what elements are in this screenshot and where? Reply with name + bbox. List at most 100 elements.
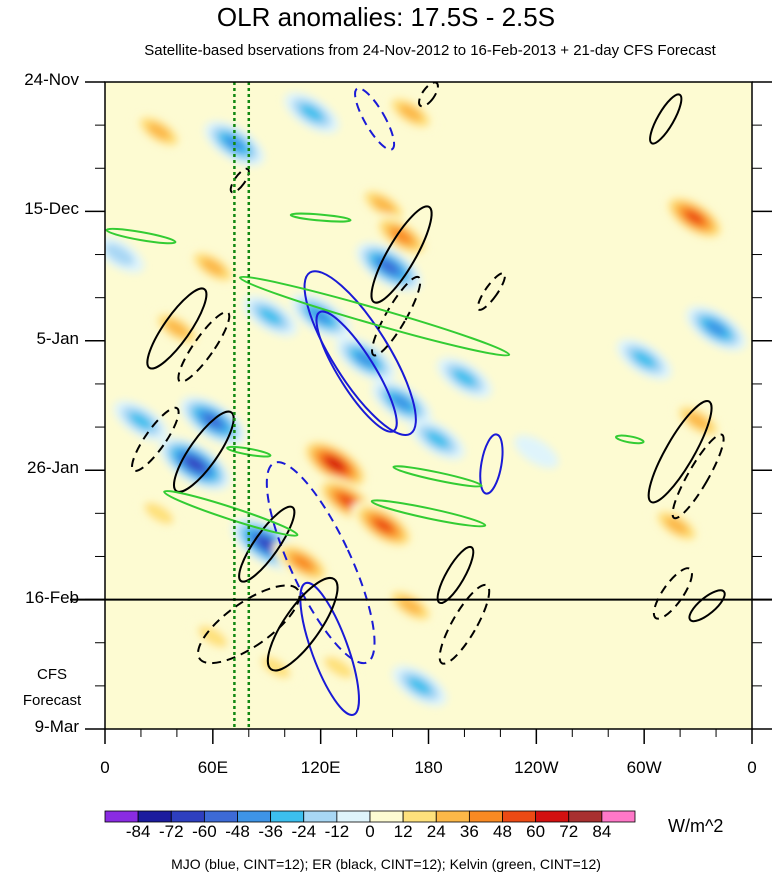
er-contour xyxy=(146,287,208,370)
er-contour xyxy=(177,311,231,383)
anomaly-blob xyxy=(686,412,710,430)
er-contour xyxy=(418,82,439,108)
anomaly-blob xyxy=(398,104,423,122)
colorbar-level-label: 84 xyxy=(592,822,612,841)
er-contour xyxy=(647,399,713,504)
anomaly-blob xyxy=(355,351,376,367)
anomaly-blob xyxy=(706,320,727,336)
colorbar-swatch xyxy=(601,810,636,823)
x-tick-label: 60E xyxy=(197,758,228,777)
anomaly-blob xyxy=(632,350,656,369)
colorbar-level-label: 48 xyxy=(493,822,512,841)
mjo-contour xyxy=(299,581,360,716)
kelvin-contour xyxy=(238,275,511,357)
colorbar-swatch xyxy=(468,810,503,823)
x-tick-label: 0 xyxy=(100,758,110,777)
x-tick-label: 120W xyxy=(514,758,559,777)
anomaly-blob xyxy=(452,369,477,387)
er-contour xyxy=(197,584,301,665)
anomaly-blob xyxy=(407,677,432,695)
colorbar-swatch xyxy=(435,810,470,823)
colorbar-level-label: -84 xyxy=(125,822,151,841)
er-contour xyxy=(671,433,725,520)
anomaly-blob xyxy=(338,494,357,508)
er-contour xyxy=(266,577,339,672)
colorbar-swatch xyxy=(303,810,338,823)
y-tick-label: 26-Jan xyxy=(27,458,79,478)
anomaly-blob xyxy=(374,518,393,533)
colorbar-level-label: -60 xyxy=(192,822,217,841)
er-contour xyxy=(238,505,296,583)
forecast-label-line2: Forecast xyxy=(22,692,82,709)
y-tick-label: 16-Feb xyxy=(25,587,79,607)
colorbar-swatch xyxy=(535,810,570,823)
anomaly-blob xyxy=(664,516,689,535)
anomaly-blob xyxy=(310,308,331,324)
kelvin-contour xyxy=(105,227,177,245)
mjo-contour xyxy=(354,87,396,151)
anomaly-blob xyxy=(198,625,228,648)
anomaly-blob xyxy=(685,210,704,225)
colorbar-swatch xyxy=(568,810,603,823)
anomaly-blob xyxy=(323,656,354,679)
anomaly-blob xyxy=(299,104,324,122)
colorbar-swatch xyxy=(237,810,272,823)
colorbar-level-label: 12 xyxy=(393,822,413,841)
colorbar-swatch xyxy=(369,810,404,823)
anomaly-blob xyxy=(186,457,204,471)
forecast-label-line1: CFS xyxy=(37,666,67,683)
y-tick-label: 24-Nov xyxy=(24,70,79,89)
mjo-contour xyxy=(265,461,376,665)
anomaly-blob xyxy=(258,307,283,325)
contour-legend-note: MJO (blue, CINT=12); ER (black, CINT=12)… xyxy=(171,856,601,872)
mjo-contour xyxy=(303,270,417,437)
colorbar-swatch xyxy=(203,810,238,823)
x-tick-label: 180 xyxy=(414,758,443,777)
chart-subtitle: Satellite-based bservations from 24-Nov-… xyxy=(144,42,716,59)
colorbar-level-label: -36 xyxy=(258,822,283,841)
anomaly-blob xyxy=(105,243,135,266)
colorbar-swatch xyxy=(270,810,305,823)
colorbar-level-label: -48 xyxy=(225,822,250,841)
anomaly-blob xyxy=(380,260,398,274)
anomaly-blob xyxy=(514,435,559,469)
anomaly-blob xyxy=(258,538,275,551)
anomaly-blob xyxy=(292,555,313,571)
y-tick-label: 9-Mar xyxy=(34,717,79,736)
anomaly-blob xyxy=(326,457,344,471)
er-contour xyxy=(229,167,250,194)
anomaly-blob xyxy=(371,196,396,214)
y-tick-label: 15-Dec xyxy=(24,199,79,219)
kelvin-contour xyxy=(392,465,483,488)
mjo-contour xyxy=(479,433,504,495)
anomaly-blob xyxy=(144,502,174,525)
x-tick-label: 60W xyxy=(626,758,662,777)
anomaly-blob xyxy=(129,412,153,430)
anomaly-blob xyxy=(398,597,423,615)
colorbar-swatch xyxy=(502,810,537,823)
anomaly-blob xyxy=(425,430,450,449)
anomaly-blob xyxy=(391,228,412,244)
kelvin-contour xyxy=(289,212,352,223)
er-contour xyxy=(173,410,235,493)
kelvin-contour xyxy=(370,499,487,528)
kelvin-contour xyxy=(163,489,299,537)
anomaly-blob xyxy=(391,394,412,410)
er-contour xyxy=(131,406,180,473)
colorbar-swatch xyxy=(402,810,437,823)
er-contour xyxy=(476,272,506,311)
anomaly-blob xyxy=(147,122,171,141)
x-tick-label: 0 xyxy=(747,758,757,777)
colorbar-level-label: -72 xyxy=(158,822,184,841)
anomaly-blob xyxy=(165,319,189,338)
er-contour xyxy=(370,205,433,304)
er-contour xyxy=(436,545,475,605)
colorbar-swatch xyxy=(137,810,172,823)
chart-title: OLR anomalies: 17.5S - 2.5S xyxy=(216,2,556,32)
colorbar-level-label: 36 xyxy=(459,822,479,841)
colorbar-level-label: 0 xyxy=(365,822,375,841)
colorbar-level-label: -24 xyxy=(291,822,317,841)
colorbar-swatch xyxy=(170,810,205,823)
er-contour xyxy=(438,583,491,665)
